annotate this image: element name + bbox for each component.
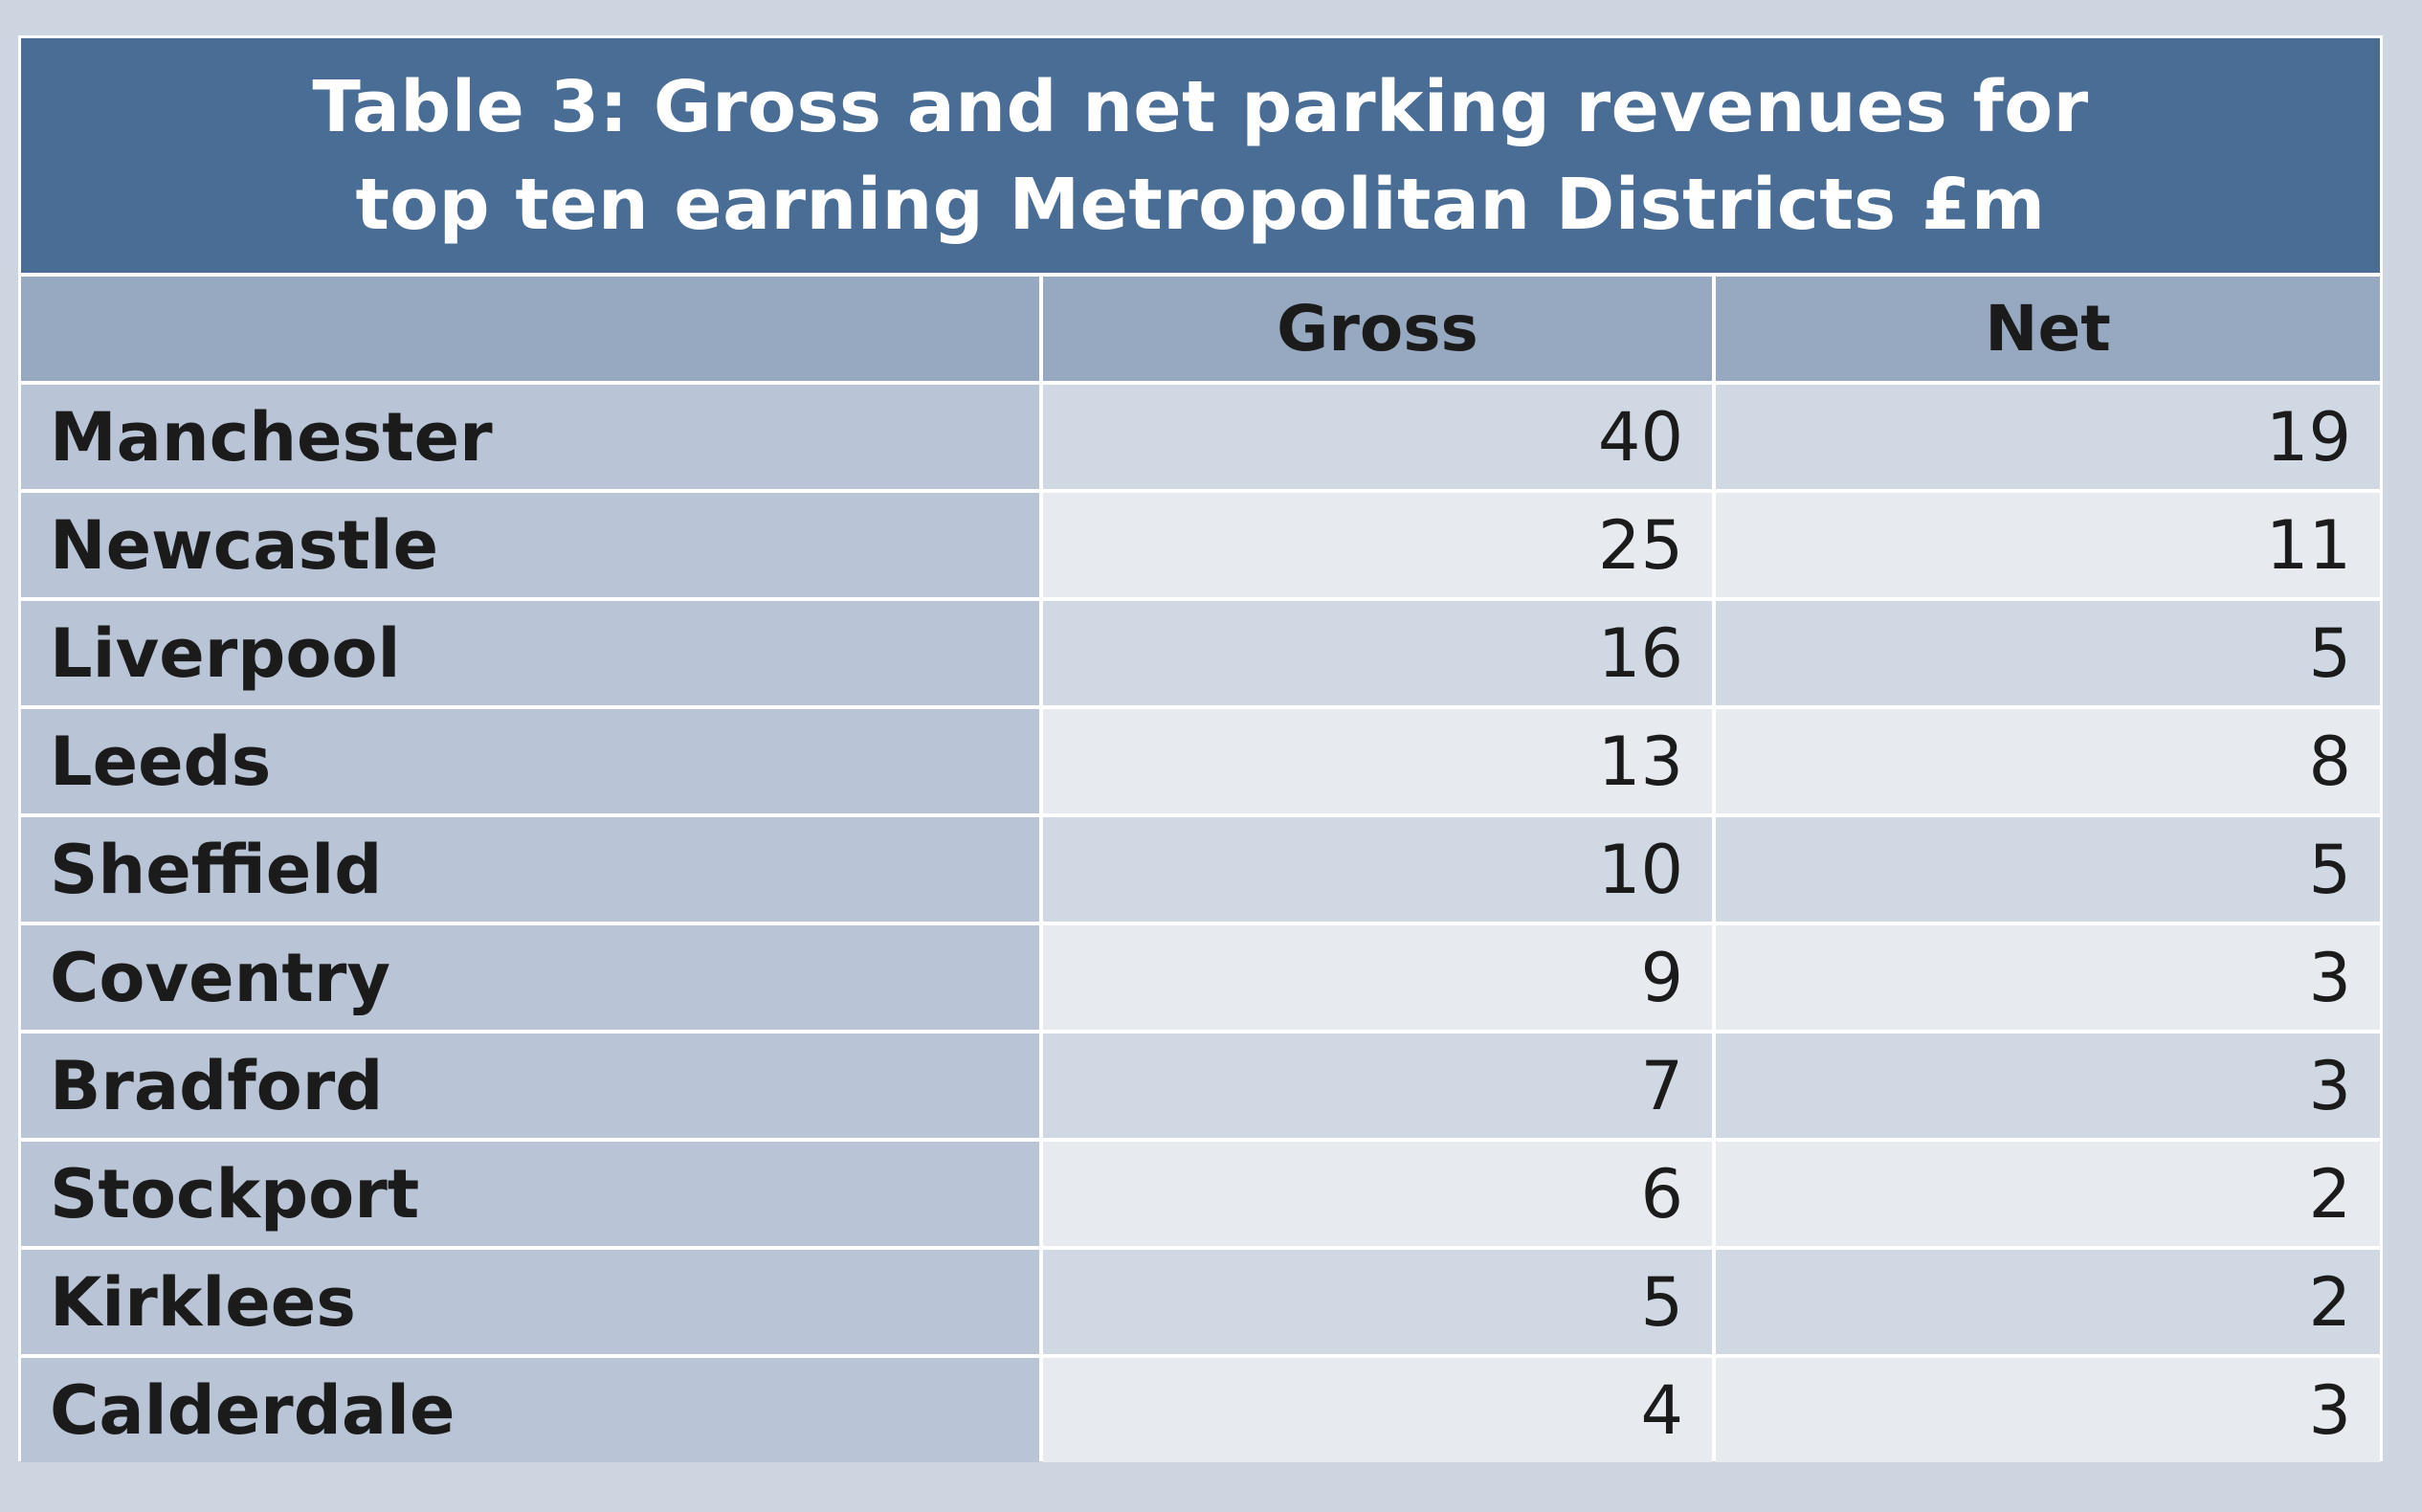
header-cell-gross: Gross: [1043, 277, 1712, 381]
table-row: Sheffield 10 5: [21, 817, 2380, 922]
table-title-bar: Table 3: Gross and net parking revenues …: [21, 38, 2380, 273]
table-row: Coventry 9 3: [21, 925, 2380, 1030]
table-row: Leeds 13 8: [21, 709, 2380, 813]
cell-net: 2: [1716, 1250, 2380, 1354]
cell-gross: 5: [1043, 1250, 1712, 1354]
table-row: Calderdale 4 3: [21, 1358, 2380, 1462]
cell-net: 3: [1716, 1358, 2380, 1462]
header-row: Gross Net: [21, 277, 2380, 381]
table-row: Kirklees 5 2: [21, 1250, 2380, 1354]
cell-gross: 7: [1043, 1034, 1712, 1138]
cell-district: Liverpool: [21, 601, 1039, 705]
cell-net: 8: [1716, 709, 2380, 813]
cell-gross: 10: [1043, 817, 1712, 922]
cell-gross: 9: [1043, 925, 1712, 1030]
table-row: Liverpool 16 5: [21, 601, 2380, 705]
cell-district: Leeds: [21, 709, 1039, 813]
cell-district: Stockport: [21, 1142, 1039, 1246]
cell-district: Kirklees: [21, 1250, 1039, 1354]
cell-district: Calderdale: [21, 1358, 1039, 1462]
table-row: Stockport 6 2: [21, 1142, 2380, 1246]
cell-gross: 25: [1043, 493, 1712, 597]
cell-gross: 16: [1043, 601, 1712, 705]
cell-district: Bradford: [21, 1034, 1039, 1138]
cell-net: 3: [1716, 925, 2380, 1030]
cell-gross: 6: [1043, 1142, 1712, 1246]
header-cell-district: [21, 277, 1039, 381]
cell-district: Manchester: [21, 385, 1039, 489]
table-title: Table 3: Gross and net parking revenues …: [312, 65, 2089, 246]
cell-gross: 40: [1043, 385, 1712, 489]
cell-district: Newcastle: [21, 493, 1039, 597]
cell-net: 2: [1716, 1142, 2380, 1246]
cell-gross: 13: [1043, 709, 1712, 813]
cell-net: 5: [1716, 817, 2380, 922]
cell-net: 5: [1716, 601, 2380, 705]
cell-net: 3: [1716, 1034, 2380, 1138]
cell-district: Sheffield: [21, 817, 1039, 922]
table-row: Manchester 40 19: [21, 385, 2380, 489]
cell-district: Coventry: [21, 925, 1039, 1030]
cell-net: 11: [1716, 493, 2380, 597]
header-cell-net: Net: [1716, 277, 2380, 381]
table-panel: Table 3: Gross and net parking revenues …: [18, 35, 2383, 1462]
cell-gross: 4: [1043, 1358, 1712, 1462]
table-row: Newcastle 25 11: [21, 493, 2380, 597]
cell-net: 19: [1716, 385, 2380, 489]
table-row: Bradford 7 3: [21, 1034, 2380, 1138]
